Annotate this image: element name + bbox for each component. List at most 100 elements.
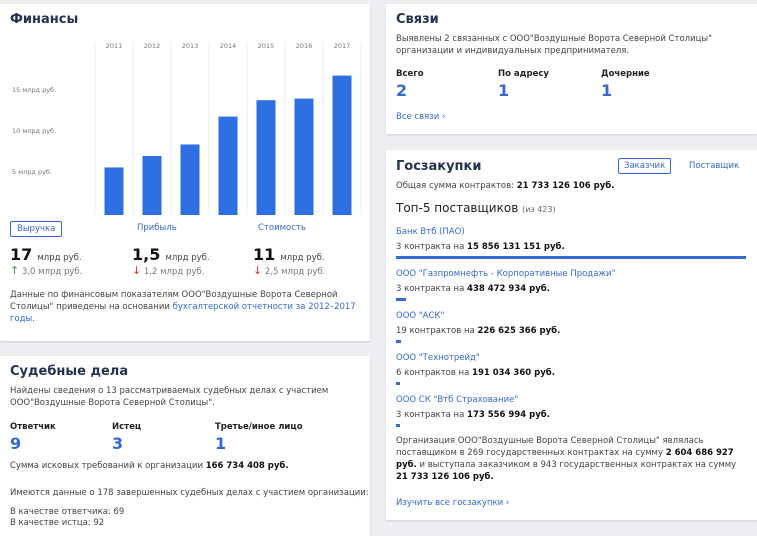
procurement-card: Госзакупки Заказчик Поставщик Общая сумм… bbox=[386, 150, 757, 520]
card-title: Финансы bbox=[10, 12, 79, 27]
text: Найдены сведения о 13 рассматриваемых су… bbox=[10, 386, 329, 408]
card-title: Госзакупки bbox=[396, 159, 482, 174]
text: Выявлены 2 связанных с ООО"Воздушные Вор… bbox=[396, 34, 713, 56]
stat-value: 9 bbox=[10, 434, 22, 453]
note: Данные по финансовым показателям ООО"Воз… bbox=[10, 289, 360, 325]
stat-value: 1 bbox=[498, 81, 510, 100]
supplier-name[interactable]: ООО "Газпромнефть - Корпоративные Продаж… bbox=[396, 269, 616, 279]
count: 3 контракта на bbox=[396, 410, 468, 420]
count: 6 контрактов на bbox=[396, 368, 473, 378]
x-tick-label: 2014 bbox=[220, 42, 237, 50]
count: 19 контрактов на bbox=[396, 326, 478, 336]
tab[interactable]: Выручка bbox=[10, 221, 63, 237]
note-link[interactable]: бухгалтерской отчетности за 2012–2017 го… bbox=[10, 302, 356, 324]
summary-text: Организация ООО"Воздушные Ворота Северно… bbox=[396, 436, 704, 458]
prev-value: 2,5 млрд руб. bbox=[264, 267, 326, 277]
top-count: (из 423) bbox=[522, 205, 556, 214]
metric: 17 млрд руб. bbox=[10, 245, 82, 264]
prev-value: 3,0 млрд руб. bbox=[21, 267, 83, 277]
stat-value: 2 bbox=[396, 81, 408, 100]
card-title: Судебные дела bbox=[10, 364, 129, 379]
bar bbox=[218, 116, 238, 215]
more-link[interactable]: Изучить все госзакупки › bbox=[396, 498, 510, 508]
metric-value: 11 bbox=[253, 245, 276, 264]
top-title-text: Топ-5 поставщиков bbox=[396, 201, 519, 215]
count: 3 контракта на bbox=[396, 242, 468, 252]
prev-value: 1,2 млрд руб. bbox=[143, 267, 205, 277]
amount: 15 856 131 151 руб. bbox=[467, 242, 565, 252]
court-card: Судебные дела Найдены сведения о 13 расс… bbox=[0, 356, 370, 536]
summary: Организация ООО"Воздушные Ворота Северно… bbox=[396, 435, 746, 483]
summary-text: и выступала заказчиком в 943 государстве… bbox=[416, 460, 737, 470]
x-tick-label: 2013 bbox=[182, 42, 199, 50]
stat-value: 1 bbox=[215, 434, 227, 453]
completed: Имеются данные о 178 завершенных судебны… bbox=[10, 488, 369, 498]
finances-card: Финансы 5 млрд руб. 10 млрд руб. 15 млрд р… bbox=[0, 4, 370, 341]
claim-value: 166 734 408 руб. bbox=[205, 461, 289, 471]
x-tick-label: 2012 bbox=[144, 42, 161, 50]
metric-unit: млрд руб. bbox=[165, 253, 210, 263]
amount-bar bbox=[396, 340, 401, 343]
x-tick-label: 2015 bbox=[258, 42, 275, 50]
supplier-amount: 3 контракта на 438 472 934 руб. bbox=[396, 283, 550, 295]
tab[interactable]: Прибыль bbox=[137, 223, 177, 233]
x-tick-label: 2017 bbox=[334, 42, 351, 50]
link-text[interactable]: Все связи bbox=[396, 112, 440, 122]
summary-value: 21 733 126 106 руб. bbox=[396, 472, 494, 482]
total: Общая сумма контрактов: 21 733 126 106 р… bbox=[396, 180, 614, 192]
stat-value: 3 bbox=[112, 434, 124, 453]
y-tick-label: 10 млрд руб. bbox=[12, 127, 56, 135]
supplier-amount: 19 контрактов на 226 625 366 руб. bbox=[396, 325, 560, 337]
tab[interactable]: Поставщик bbox=[689, 161, 740, 171]
stat-label: Третье/иное лицо bbox=[215, 422, 303, 432]
amount-bar bbox=[396, 382, 401, 385]
metric-prev: ↑ 3,0 млрд руб. bbox=[10, 265, 82, 278]
claim: Сумма исковых требований к организации 1… bbox=[10, 460, 289, 472]
links-card: Связи Выявлены 2 связанных с ООО"Воздушн… bbox=[386, 4, 757, 134]
total-value: 21 733 126 106 руб. bbox=[516, 181, 615, 191]
y-tick-label: 15 млрд руб. bbox=[12, 86, 56, 94]
amount: 173 556 994 руб. bbox=[467, 410, 550, 420]
role: В качестве истца: 92 bbox=[10, 518, 105, 528]
stat-value: 1 bbox=[601, 81, 613, 100]
stat-label: Ответчик bbox=[10, 422, 56, 432]
arrow: ↓ bbox=[132, 264, 142, 277]
bar bbox=[256, 100, 276, 215]
metric: 11 млрд руб. bbox=[253, 245, 325, 264]
arrow: ↓ bbox=[253, 264, 263, 277]
supplier-name[interactable]: ООО "АСК" bbox=[396, 311, 445, 321]
bar bbox=[294, 98, 314, 215]
amount-bar bbox=[396, 424, 400, 427]
y-tick-label: 5 млрд руб. bbox=[12, 168, 52, 176]
metric-value: 1,5 bbox=[132, 245, 161, 264]
tab[interactable]: Стоимость bbox=[258, 223, 306, 233]
metric-unit: млрд руб. bbox=[280, 253, 325, 263]
supplier-name[interactable]: ООО СК "Втб Страхование" bbox=[396, 395, 519, 405]
summary-value: 2 604 686 927 руб. bbox=[396, 448, 734, 470]
supplier-name[interactable]: ООО "Технотрейд" bbox=[396, 353, 480, 363]
arrow: ↑ bbox=[10, 264, 20, 277]
more-link[interactable]: Все связи › bbox=[396, 112, 446, 122]
amount: 226 625 366 руб. bbox=[477, 326, 561, 336]
metric-unit: млрд руб. bbox=[37, 253, 82, 263]
supplier-amount: 3 контракта на 173 556 994 руб. bbox=[396, 409, 550, 421]
supplier-name[interactable]: Банк Втб (ПАО) bbox=[396, 227, 465, 237]
bar bbox=[104, 167, 124, 215]
chart: 5 млрд руб. 10 млрд руб. 15 млрд руб. 2011 2… bbox=[12, 42, 362, 215]
x-tick-label: 2016 bbox=[296, 42, 313, 50]
amount-bar bbox=[396, 256, 746, 259]
metric-prev: ↓ 2,5 млрд руб. bbox=[253, 265, 325, 278]
page: Финансы 5 млрд руб. 10 млрд руб. 15 млрд р… bbox=[0, 4, 757, 536]
metric: 1,5 млрд руб. bbox=[132, 245, 210, 264]
stat-label: Дочерние bbox=[601, 69, 650, 79]
count: 3 контракта на bbox=[396, 284, 468, 294]
tab[interactable]: Заказчик bbox=[618, 158, 672, 174]
bar bbox=[180, 144, 200, 215]
link-text[interactable]: Изучить все госзакупки bbox=[396, 498, 504, 508]
stat-label: Всего bbox=[396, 69, 424, 79]
supplier-amount: 6 контрактов на 191 034 360 руб. bbox=[396, 367, 555, 379]
amount: 191 034 360 руб. bbox=[472, 368, 555, 378]
metric-value: 17 bbox=[10, 245, 33, 264]
metric-prev: ↓ 1,2 млрд руб. bbox=[132, 265, 204, 278]
stat-label: По адресу bbox=[498, 69, 549, 79]
